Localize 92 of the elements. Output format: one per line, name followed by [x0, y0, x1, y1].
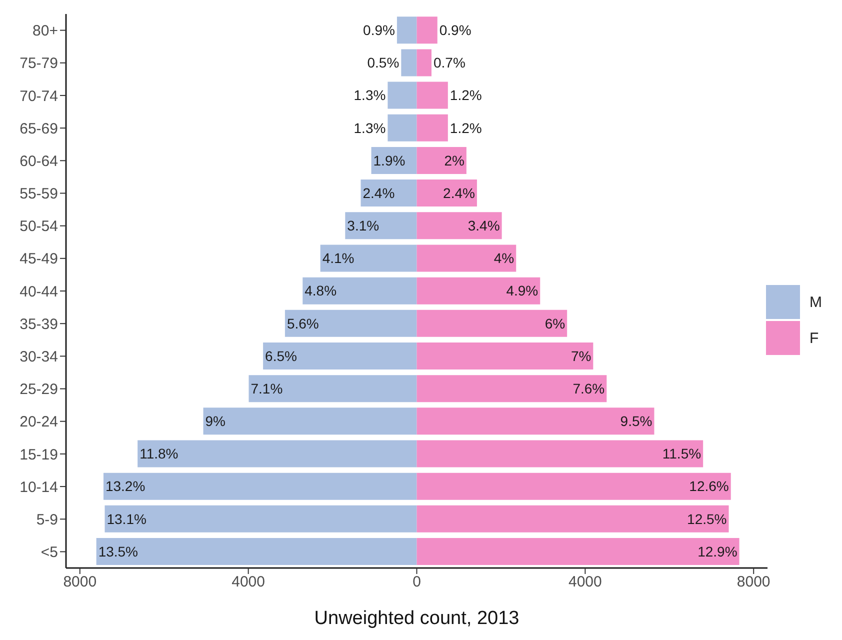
bar: [104, 505, 417, 532]
y-tick-label: 5-9: [36, 511, 58, 528]
x-tick-label: 8000: [736, 574, 770, 591]
bar: [416, 342, 594, 370]
annotation: 4.8%: [304, 282, 337, 299]
bar: [416, 472, 731, 500]
bar: [416, 408, 654, 435]
bar: [416, 244, 516, 272]
y-tick-label: 60-64: [20, 152, 58, 170]
annotation: 1.9%: [373, 152, 406, 168]
y-tick-label: 40-44: [20, 283, 58, 300]
annotation: 0.5%: [367, 54, 400, 71]
bar: [416, 114, 448, 142]
annotation: 1.3%: [354, 87, 386, 104]
annotation: 4.1%: [322, 250, 354, 266]
bar: [103, 472, 417, 500]
bar: [360, 180, 417, 207]
y-tick-label: 55-59: [20, 186, 58, 203]
annotation: 6%: [544, 315, 566, 332]
bar: [96, 538, 417, 566]
bar: [416, 16, 438, 44]
y-tick-label: <5: [40, 544, 58, 562]
annotation: 2.4%: [443, 184, 475, 201]
annotation: 12.6%: [689, 478, 729, 494]
x-tick-label: 0: [412, 574, 421, 591]
legend-label: F: [810, 330, 819, 346]
y-tick-label: 65-69: [20, 120, 58, 138]
annotation: 11.5%: [662, 446, 702, 462]
bar: [396, 16, 417, 44]
bar: [416, 180, 477, 207]
annotation: 5.6%: [286, 315, 319, 332]
annotation: 13.2%: [105, 478, 146, 494]
bar: [248, 375, 417, 402]
bar: [345, 212, 417, 240]
bar: [203, 408, 417, 435]
annotation: 12.9%: [698, 543, 738, 560]
bar: [302, 277, 417, 304]
annotation: 12.5%: [687, 510, 727, 527]
bar: [284, 310, 417, 337]
bar: [416, 440, 704, 468]
bar: [388, 114, 417, 142]
annotation: 1.2%: [450, 120, 482, 136]
bar: [416, 49, 432, 76]
y-tick-label: 20-24: [20, 414, 58, 431]
legend-label: M: [810, 294, 822, 310]
bar: [388, 82, 417, 109]
annotation: 0.7%: [433, 54, 466, 71]
bar: [416, 277, 540, 304]
y-tick-label: 80+: [32, 22, 58, 40]
annotation: 2%: [444, 152, 464, 168]
annotation: 7.6%: [572, 380, 605, 396]
y-tick-label: 50-54: [20, 218, 58, 236]
x-tick-label: 8000: [63, 574, 97, 591]
y-tick-label: 75-79: [20, 55, 58, 72]
x-axis-title: Unweighted count, 2013: [314, 608, 520, 629]
y-tick-label: 70-74: [20, 88, 58, 105]
annotation: 1.3%: [354, 120, 386, 136]
y-tick-label: 30-34: [20, 348, 58, 366]
annotation: 7%: [570, 348, 592, 364]
bar: [401, 49, 417, 76]
x-tick-label: 4000: [568, 574, 602, 591]
annotation: 3.4%: [468, 218, 500, 234]
annotation: 4.9%: [506, 282, 538, 299]
bar: [416, 146, 466, 174]
bar: [416, 375, 607, 402]
annotation: 4%: [494, 250, 514, 266]
bar: [416, 82, 448, 109]
y-tick-label: 35-39: [20, 316, 58, 333]
bar: [138, 440, 417, 468]
annotation: 1.2%: [450, 87, 482, 104]
annotation: 9%: [205, 413, 226, 430]
annotation: 9.5%: [620, 413, 652, 430]
bar: [263, 342, 417, 370]
bar: [416, 505, 729, 532]
bar: [416, 538, 740, 566]
annotation: 13.1%: [106, 510, 146, 527]
x-tick-label: 4000: [232, 574, 266, 591]
y-tick-label: 45-49: [20, 250, 58, 268]
annotation: 11.8%: [140, 446, 178, 462]
bar: [416, 212, 502, 240]
annotation: 3.1%: [347, 218, 380, 234]
bar: [416, 310, 568, 337]
annotation: 0.9%: [439, 22, 472, 38]
y-tick-label: 15-19: [20, 446, 58, 464]
annotation: 7.1%: [250, 380, 283, 396]
bar: [320, 244, 417, 272]
y-tick-label: 25-29: [20, 381, 58, 398]
annotation: 6.5%: [265, 348, 297, 364]
annotation: 13.5%: [98, 543, 138, 560]
annotation: 0.9%: [363, 22, 395, 38]
y-tick-label: 10-14: [20, 478, 58, 496]
annotation: 2.4%: [362, 184, 395, 201]
